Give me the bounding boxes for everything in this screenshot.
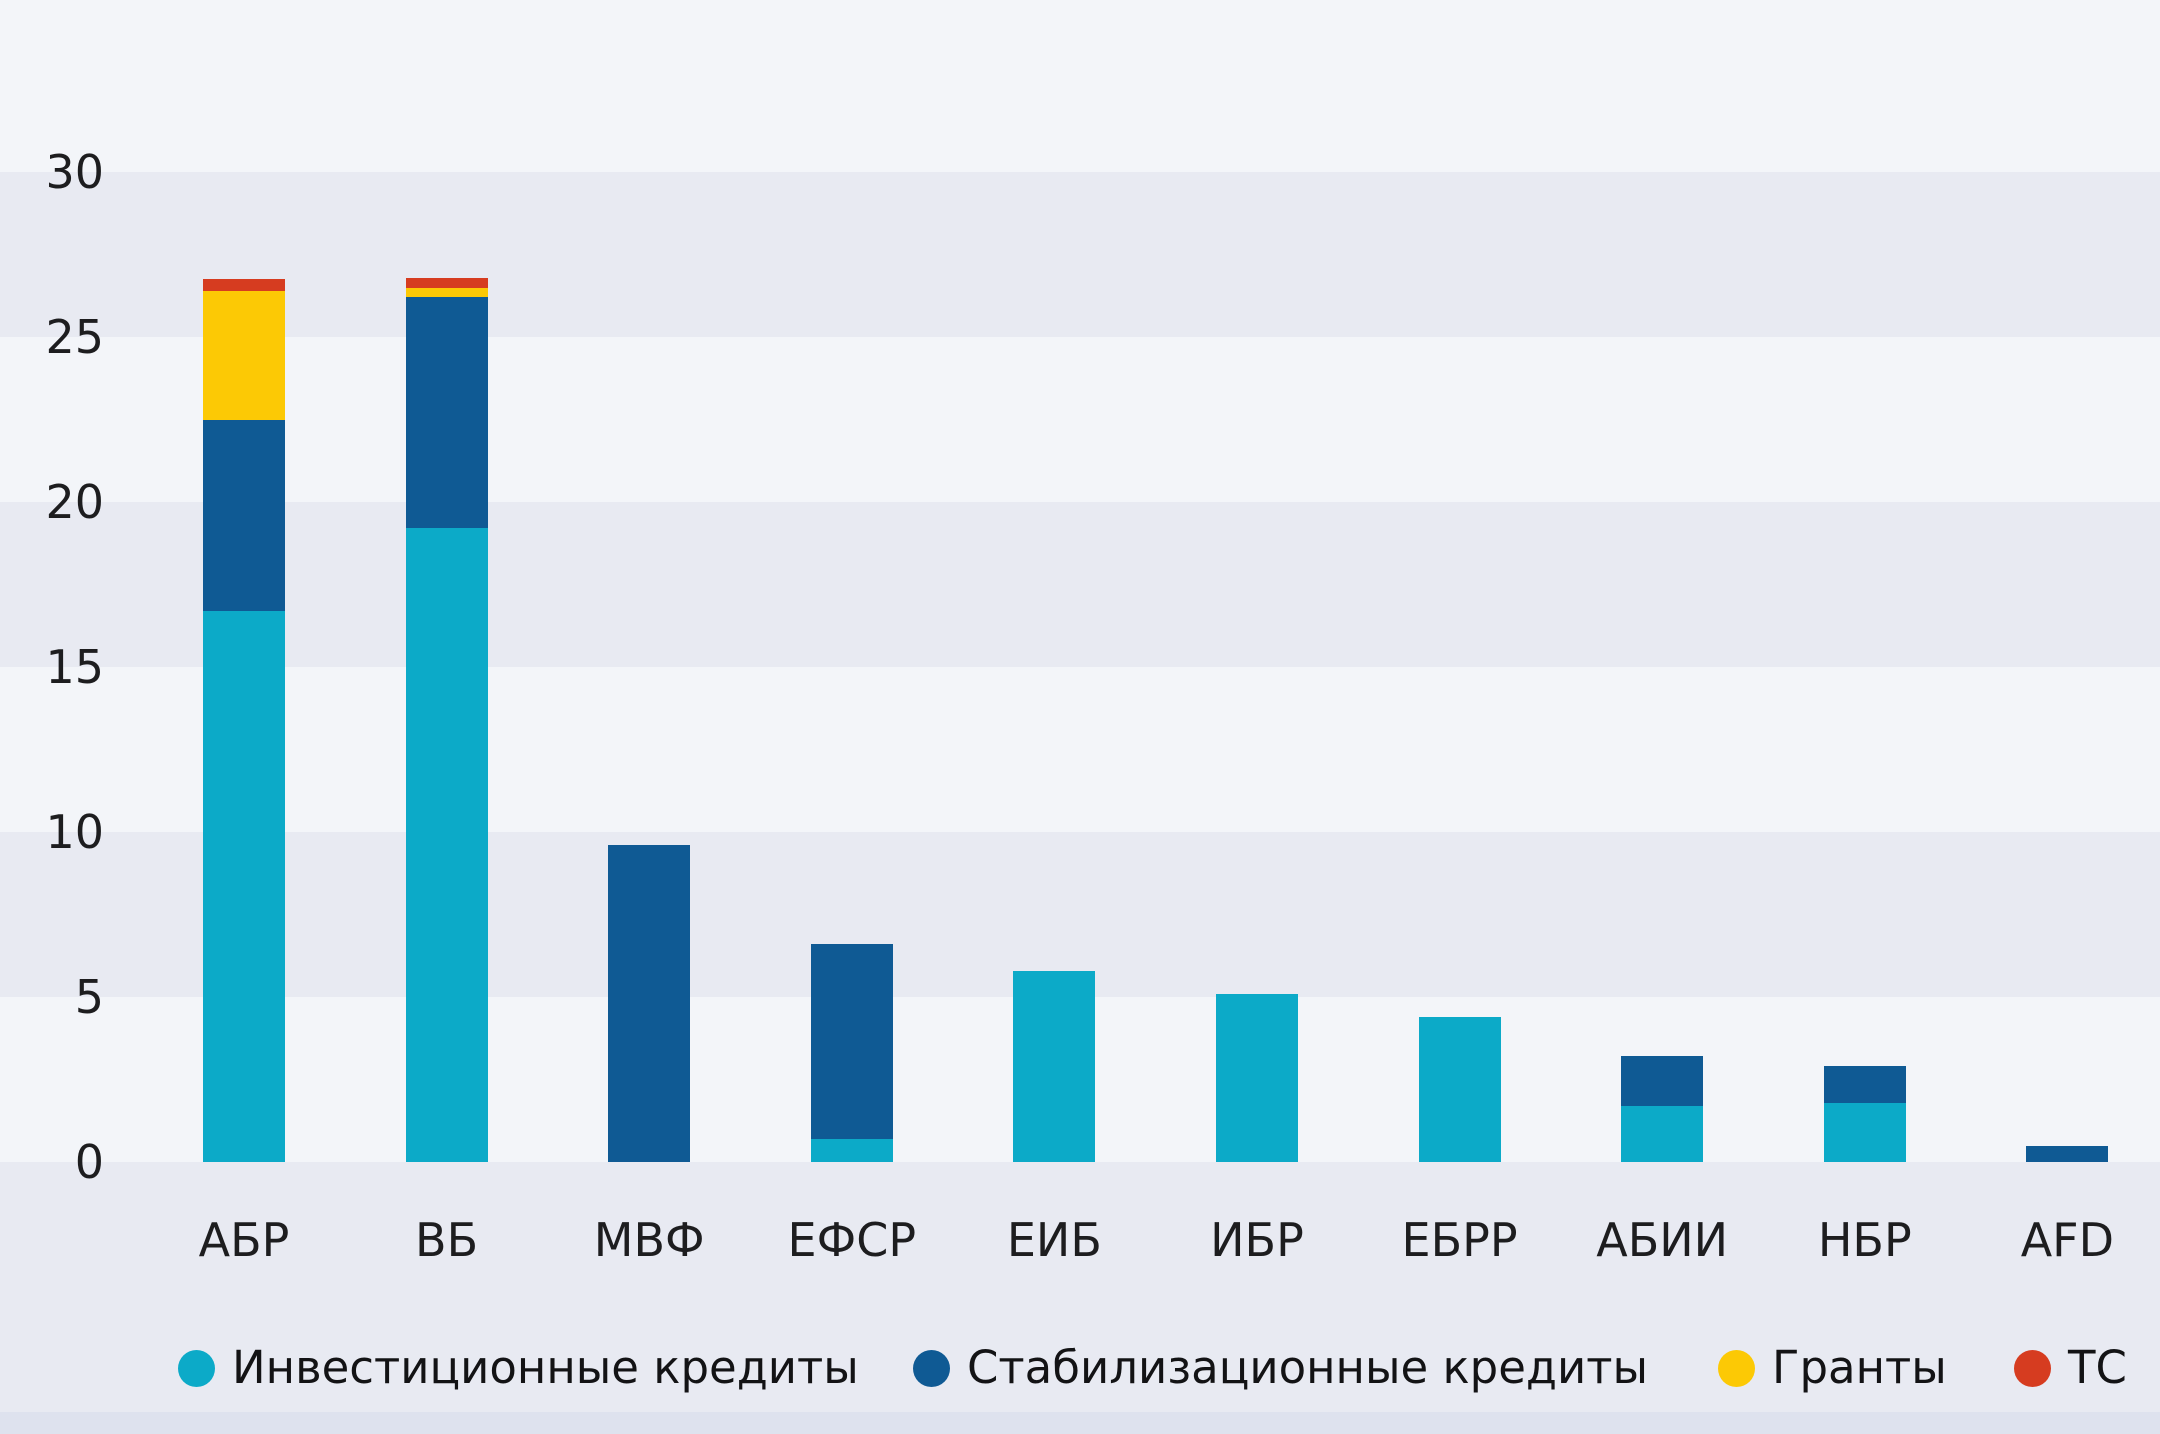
x-axis-label-AFD: AFD xyxy=(2020,1213,2115,1267)
grid-band xyxy=(0,172,2160,337)
legend-item-tc: ТС xyxy=(2014,1340,2127,1396)
legend-item-grants: Гранты xyxy=(1718,1340,1947,1396)
bar-segment-ЕИБ-investment-loans xyxy=(1013,970,1096,1162)
bar-segment-НБР-stabilization-loans xyxy=(1823,1066,1906,1103)
bar-ИБР xyxy=(1216,993,1298,1162)
x-axis-label-ЕФСР: ЕФСР xyxy=(787,1213,917,1267)
y-axis-tick-label: 5 xyxy=(74,970,104,1024)
x-axis-label-ВБ: ВБ xyxy=(415,1213,479,1267)
bar-segment-АБР-stabilization-loans xyxy=(203,419,285,611)
bar-AFD xyxy=(2026,1145,2109,1162)
legend-item-investment-loans: Инвестиционные кредиты xyxy=(178,1340,859,1396)
bar-НБР xyxy=(1823,1066,1906,1162)
bar-segment-ЕФСР-stabilization-loans xyxy=(810,944,893,1139)
bar-segment-ВБ-stabilization-loans xyxy=(405,297,488,529)
bar-ВБ xyxy=(405,277,488,1162)
y-axis-tick-label: 15 xyxy=(45,640,104,694)
legend-label-stabilization-loans: Стабилизационные кредиты xyxy=(967,1341,1649,1394)
bar-segment-AFD-stabilization-loans xyxy=(2026,1145,2109,1162)
bar-АБИИ xyxy=(1621,1056,1704,1162)
bar-ЕФСР xyxy=(810,944,893,1162)
bar-segment-НБР-investment-loans xyxy=(1823,1102,1906,1162)
bar-segment-АБР-investment-loans xyxy=(203,610,285,1162)
bar-segment-ВБ-grants xyxy=(405,287,488,298)
legend-swatch-icon xyxy=(913,1349,950,1387)
legend-item-stabilization-loans: Стабилизационные кредиты xyxy=(913,1340,1648,1396)
bar-segment-АБИИ-investment-loans xyxy=(1621,1105,1704,1162)
bar-segment-ВБ-investment-loans xyxy=(405,528,488,1162)
bar-segment-АБР-grants xyxy=(203,290,285,420)
bar-segment-ЕБРР-investment-loans xyxy=(1418,1016,1501,1162)
grid-band xyxy=(0,832,2160,997)
legend-label-investment-loans: Инвестиционные кредиты xyxy=(232,1341,859,1394)
bar-МВФ xyxy=(608,845,691,1162)
x-axis-label-АБР: АБР xyxy=(198,1213,290,1267)
legend-label-tc: ТС xyxy=(2068,1341,2127,1394)
legend-swatch-icon xyxy=(1718,1349,1755,1387)
bar-segment-АБР-tc xyxy=(203,279,285,291)
bar-segment-ВБ-tc xyxy=(405,277,488,288)
bar-ЕБРР xyxy=(1418,1016,1501,1162)
grid-band xyxy=(0,502,2160,667)
x-axis-label-ЕБРР: ЕБРР xyxy=(1401,1213,1518,1267)
bottom-strip xyxy=(0,1412,2160,1434)
bar-segment-МВФ-stabilization-loans xyxy=(608,845,691,1162)
bar-АБР xyxy=(203,279,285,1162)
x-axis-label-НБР: НБР xyxy=(1817,1213,1912,1267)
bar-segment-ЕФСР-investment-loans xyxy=(810,1138,893,1162)
bar-segment-ИБР-investment-loans xyxy=(1216,993,1298,1162)
bar-ЕИБ xyxy=(1013,970,1096,1162)
legend-label-grants: Гранты xyxy=(1772,1341,1947,1394)
legend-swatch-icon xyxy=(2014,1349,2051,1387)
legend-swatch-icon xyxy=(178,1349,215,1387)
y-axis-tick-label: 25 xyxy=(45,310,104,364)
y-axis-tick-label: 20 xyxy=(45,475,104,529)
x-axis-label-АБИИ: АБИИ xyxy=(1596,1213,1729,1267)
x-axis-label-ИБР: ИБР xyxy=(1210,1213,1304,1267)
y-axis-tick-label: 10 xyxy=(45,805,104,859)
y-axis-tick-label: 0 xyxy=(74,1135,104,1189)
grid-band xyxy=(0,1162,2160,1412)
y-axis-tick-label: 30 xyxy=(45,145,104,199)
x-axis-label-ЕИБ: ЕИБ xyxy=(1006,1213,1102,1267)
bar-segment-АБИИ-stabilization-loans xyxy=(1621,1056,1704,1106)
x-axis-label-МВФ: МВФ xyxy=(593,1213,705,1267)
